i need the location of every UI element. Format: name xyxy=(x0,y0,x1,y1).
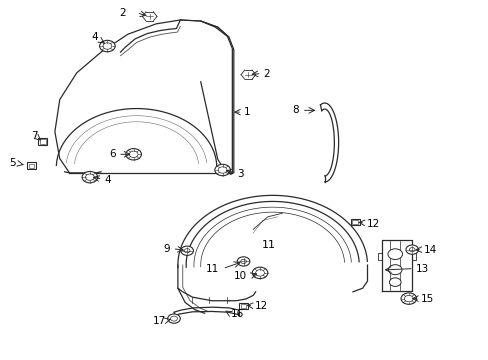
Text: 3: 3 xyxy=(237,168,244,179)
Text: 1: 1 xyxy=(243,107,250,117)
Bar xyxy=(38,138,47,145)
Bar xyxy=(240,303,246,308)
Circle shape xyxy=(181,246,193,255)
Circle shape xyxy=(100,40,115,52)
Text: 10: 10 xyxy=(233,271,246,282)
Circle shape xyxy=(405,245,418,254)
Text: 2: 2 xyxy=(119,8,125,18)
Text: 16: 16 xyxy=(230,309,244,319)
Circle shape xyxy=(387,265,401,275)
Circle shape xyxy=(214,164,230,176)
Circle shape xyxy=(388,278,400,287)
Bar xyxy=(239,302,247,309)
Text: 12: 12 xyxy=(366,219,380,229)
Text: 12: 12 xyxy=(255,301,268,311)
Circle shape xyxy=(125,149,141,160)
Bar xyxy=(27,162,36,169)
Text: 7: 7 xyxy=(31,131,38,141)
Text: 13: 13 xyxy=(415,264,428,274)
Text: 15: 15 xyxy=(420,294,433,303)
Text: 8: 8 xyxy=(292,105,298,115)
Bar xyxy=(350,219,359,225)
Text: 4: 4 xyxy=(91,32,98,42)
Text: 11: 11 xyxy=(262,240,275,250)
Circle shape xyxy=(387,249,402,260)
Circle shape xyxy=(237,257,249,266)
Text: 11: 11 xyxy=(205,264,219,274)
Text: 17: 17 xyxy=(152,316,165,326)
Bar xyxy=(40,139,45,144)
Circle shape xyxy=(400,293,416,304)
Text: 4: 4 xyxy=(104,175,111,185)
Bar xyxy=(29,163,34,168)
Text: 14: 14 xyxy=(423,245,436,255)
Text: 2: 2 xyxy=(263,68,269,78)
Circle shape xyxy=(252,267,267,279)
Circle shape xyxy=(82,171,98,183)
Bar xyxy=(352,220,358,224)
Text: 6: 6 xyxy=(109,149,116,159)
Circle shape xyxy=(167,314,180,323)
Text: 5: 5 xyxy=(9,158,15,168)
Text: 9: 9 xyxy=(163,244,170,253)
